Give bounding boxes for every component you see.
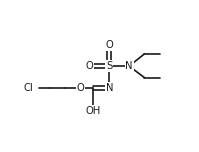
Text: N: N: [106, 83, 113, 93]
Text: N: N: [125, 61, 133, 71]
Text: Cl: Cl: [23, 83, 33, 93]
Text: O: O: [105, 40, 113, 50]
Text: O: O: [86, 61, 94, 71]
Text: S: S: [106, 61, 112, 71]
Text: O: O: [77, 83, 84, 93]
Text: OH: OH: [86, 106, 101, 116]
